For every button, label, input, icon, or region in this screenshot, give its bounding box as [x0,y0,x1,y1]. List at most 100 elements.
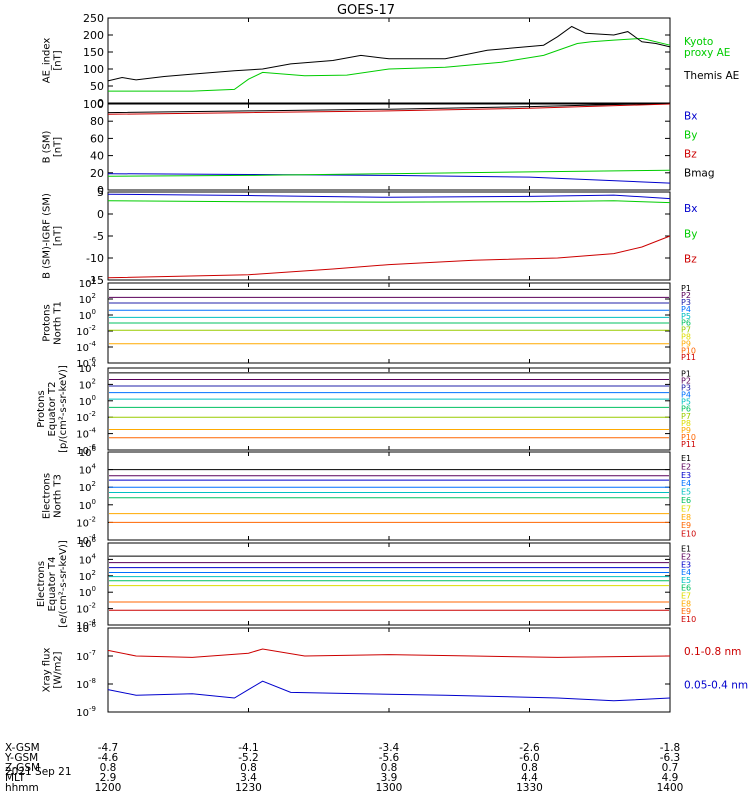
y-tick-exponent: -6 [89,356,97,364]
y-tick-label: 100 [83,63,104,76]
y-tick-exponent: 4 [92,361,97,369]
channel-label: E5 [681,488,691,497]
ephemeris-value: -4.6 [98,752,119,764]
y-tick-label: -15 [86,274,104,287]
ephemeris-value: 0.8 [240,762,257,774]
ephemeris-value: 3.9 [381,772,398,784]
y-tick-label: 102 [79,480,96,494]
channel-label: P4 [681,305,691,314]
ephemeris-value: 4.9 [662,772,679,784]
series-line [107,169,671,177]
series-line [107,200,671,204]
ephemeris-row-label: Z-GSM [5,762,40,774]
ephemeris-value: 0.8 [521,762,538,774]
channel-label: E7 [681,504,691,513]
y-axis-label: Xray flux [42,648,53,693]
y-axis-label: Equator T4 [47,557,58,612]
y-tick-label: 20 [90,167,104,180]
y-tick-label: 10-6 [76,621,96,635]
channel-label: E1 [681,545,691,554]
y-tick-label: 10-9 [76,705,96,719]
series-line [107,680,671,702]
ephemeris-value: -6.3 [660,752,681,764]
series-line [107,235,671,279]
panel-1 [107,17,671,104]
y-tick-label: 0 [97,208,104,221]
panel-frame [107,103,671,191]
y-tick-label: 200 [83,29,104,42]
channel-label: P7 [681,326,691,335]
panel-5 [107,367,671,451]
channel-label: E9 [681,607,691,616]
plot-title: GOES-17 [337,3,395,18]
channel-label: P10 [681,346,696,355]
channel-label: P2 [681,291,691,300]
y-tick-label: -10 [86,252,104,265]
channel-label: P8 [681,333,691,342]
channel-label: E2 [681,552,691,561]
legend-label: Themis AE [683,70,739,82]
ephemeris-value: -1.8 [660,742,681,754]
y-tick-exponent: -2 [89,515,96,523]
ephemeris-value: 3.4 [240,772,257,784]
y-tick-exponent: -4 [89,340,97,348]
panel-3 [107,191,671,281]
legend-label: 0.05-0.4 nm [684,679,748,691]
y-tick-exponent: -2 [89,602,96,610]
series-line [108,37,671,92]
y-tick-label: 10-2 [76,410,96,424]
legend-label: Bz [684,149,697,161]
y-tick-label: 40 [90,150,104,163]
ephemeris-value: 0.8 [381,762,398,774]
y-tick-label: 102 [79,377,96,391]
panel-7 [107,542,671,626]
legend-label: proxy AE [684,47,730,59]
series-line [107,648,671,658]
ephemeris-value: -5.6 [379,752,400,764]
channel-label: P1 [681,284,691,293]
y-axis-label: [nT] [53,137,64,157]
y-tick-exponent: 2 [92,377,96,385]
channel-label: P9 [681,339,691,348]
series-line [107,103,671,115]
channel-label: E10 [681,615,696,624]
channel-label: P2 [681,376,691,385]
legend-label: By [684,228,697,240]
y-tick-label: 80 [90,115,104,128]
channel-label: P6 [681,319,691,328]
panel-6 [107,451,671,541]
series-line [107,173,671,184]
y-tick-label: 5 [97,186,104,199]
y-axis-label: B (SM) [42,130,53,163]
y-tick-exponent: 6 [92,536,97,544]
y-tick-exponent: 0 [92,585,96,593]
ephemeris-value: 1230 [235,782,262,794]
y-tick-label: 10-4 [76,427,96,441]
y-tick-exponent: 6 [92,445,97,453]
y-tick-label: 0 [97,184,104,197]
channel-label: E1 [681,454,691,463]
legend-label: Bz [684,253,697,265]
ephemeris-value: -3.4 [379,742,400,754]
ephemeris-value: 0.7 [662,762,679,774]
y-tick-label: 100 [79,585,96,599]
channel-label: E6 [681,584,691,593]
channel-label: E2 [681,462,691,471]
panel-frame [107,542,671,626]
channel-label: P10 [681,433,696,442]
y-tick-label: 104 [79,361,97,375]
ephemeris-row-label: Y-GSM [4,752,38,764]
y-tick-exponent: 4 [92,276,97,284]
panel-2 [107,102,671,191]
channel-label: P8 [681,419,691,428]
y-tick-exponent: -9 [89,705,96,713]
ephemeris-value: -2.6 [519,742,540,754]
y-axis-label: [nT] [53,50,64,70]
panel-8 [107,627,671,713]
panel-frame [107,451,671,541]
channel-label: P6 [681,405,691,414]
channel-label: P1 [681,369,691,378]
y-axis-label: Electrons [42,473,53,519]
y-tick-exponent: -2 [89,410,96,418]
